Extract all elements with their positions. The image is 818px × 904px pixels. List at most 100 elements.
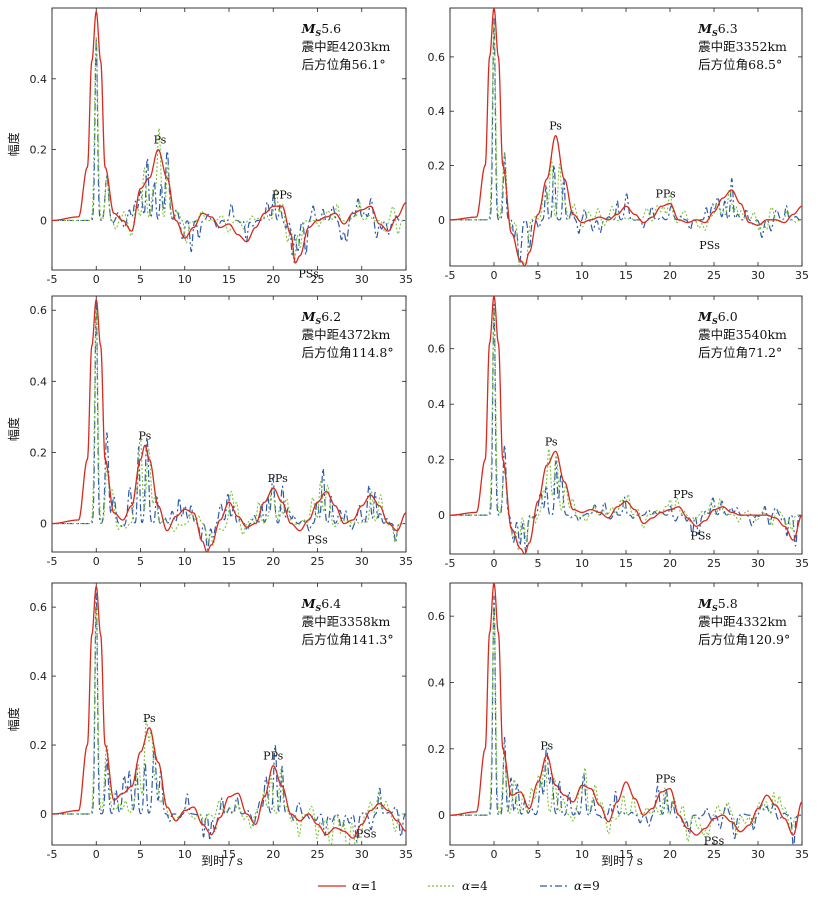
panel-5: -5 0 5 10 15 20 25 30 35 0 0.2 0.4 0.6 幅度 Ps PPs PSs MS6.… xyxy=(6,582,413,861)
phase-label-ps: Ps xyxy=(139,429,152,442)
x-tick-label: 5 xyxy=(137,555,144,568)
phase-label-ps: Ps xyxy=(154,134,167,147)
y-tick-label: 0.2 xyxy=(428,160,446,173)
x-tick-label: 5 xyxy=(137,273,144,286)
phase-label-pps: PPs xyxy=(656,188,677,201)
phase-label-pps: PPs xyxy=(272,189,293,202)
x-tick-label: 0 xyxy=(93,848,100,861)
x-tick-label: 30 xyxy=(355,273,369,286)
back-azimuth: 后方位角68.5° xyxy=(698,57,782,72)
y-tick-label: 0.6 xyxy=(30,304,48,317)
x-tick-label: 30 xyxy=(751,557,765,570)
x-tick-label: 10 xyxy=(575,557,589,570)
y-tick-label: 0 xyxy=(438,214,445,227)
phase-label-pss: PSs xyxy=(356,827,377,840)
magnitude-label: MS6.4 xyxy=(301,596,342,613)
y-tick-label: 0 xyxy=(438,509,445,522)
x-tick-label: 15 xyxy=(619,557,633,570)
phase-label-pss: PSs xyxy=(307,534,328,547)
back-azimuth: 后方位角56.1° xyxy=(302,57,386,72)
x-tick-label: 20 xyxy=(266,848,280,861)
series-alpha-4 xyxy=(52,309,406,546)
x-tick-label: -5 xyxy=(47,555,58,568)
phase-label-pss: PSs xyxy=(704,835,725,848)
panel-1: -5 0 5 10 15 20 25 30 35 0 0.2 0.4 幅度 Ps PPs PSs MS5.6震中… xyxy=(6,7,413,286)
panel-6: -5 0 5 10 15 20 25 30 35 0 0.2 0.4 0.6 Ps PPs PSs MS5.8震… xyxy=(428,582,809,861)
x-tick-label: 35 xyxy=(399,555,413,568)
magnitude-label: MS6.0 xyxy=(697,309,738,326)
x-tick-label: 15 xyxy=(222,555,236,568)
series-alpha-1 xyxy=(52,585,406,839)
series-alpha-1 xyxy=(52,10,406,264)
x-tick-label: 35 xyxy=(399,848,413,861)
phase-label-pss: PSs xyxy=(298,268,319,281)
phase-label-ps: Ps xyxy=(143,712,156,725)
x-tick-label: 5 xyxy=(535,269,542,282)
y-tick-label: 0.4 xyxy=(30,670,48,683)
series-alpha-4 xyxy=(450,309,802,551)
x-tick-label: 25 xyxy=(311,273,325,286)
y-tick-label: 0 xyxy=(40,518,47,531)
x-tick-label: 10 xyxy=(575,848,589,861)
x-tick-label: -5 xyxy=(47,273,58,286)
y-tick-label: 0 xyxy=(40,808,47,821)
epicentral-distance: 震中距4332km xyxy=(698,614,787,629)
phase-label-pss: PSs xyxy=(691,529,712,542)
series-alpha-1 xyxy=(52,298,406,552)
phase-label-ps: Ps xyxy=(549,120,562,133)
phase-label-ps: Ps xyxy=(540,739,553,752)
x-tick-label: 15 xyxy=(222,848,236,861)
y-axis-label: 幅度 xyxy=(6,417,21,441)
series-alpha-1 xyxy=(450,296,802,554)
panels: -5 0 5 10 15 20 25 30 35 0 0.2 0.4 幅度 Ps PPs PSs MS5.6 震中… xyxy=(6,7,809,861)
x-tick-label: 5 xyxy=(535,848,542,861)
series-alpha-9 xyxy=(52,302,406,551)
epicentral-distance: 震中距4372km xyxy=(302,327,391,342)
y-tick-label: 0.2 xyxy=(428,743,446,756)
magnitude-label: MS5.6 xyxy=(301,21,342,38)
y-tick-label: 0.6 xyxy=(428,51,446,64)
panel-4: -5 0 5 10 15 20 25 30 35 0 0.2 0.4 0.6 Ps PPs PSs MS6.0震… xyxy=(428,295,809,570)
y-tick-label: 0.6 xyxy=(30,601,48,614)
back-azimuth: 后方位角71.2° xyxy=(698,345,782,360)
x-tick-label: 30 xyxy=(751,269,765,282)
x-tick-label: 25 xyxy=(707,557,721,570)
y-tick-label: 0.4 xyxy=(30,375,48,388)
x-axis-label-left: 到时 / s xyxy=(201,854,243,868)
x-tick-label: 5 xyxy=(137,848,144,861)
x-tick-label: 20 xyxy=(266,555,280,568)
x-tick-label: 10 xyxy=(178,555,192,568)
x-tick-label: 35 xyxy=(795,848,809,861)
panel-2: -5 0 5 10 15 20 25 30 35 0 0.2 0.4 0.6 Ps PPs PSs MS6.3震… xyxy=(428,7,809,282)
x-tick-label: 25 xyxy=(311,555,325,568)
back-azimuth: 后方位角114.8° xyxy=(302,345,394,360)
legend-label: α=1 xyxy=(352,879,378,893)
series-group xyxy=(450,583,802,845)
phase-label-ps: Ps xyxy=(545,435,558,448)
series-group xyxy=(52,298,406,552)
x-tick-label: 20 xyxy=(663,848,677,861)
y-tick-label: 0.4 xyxy=(428,398,446,411)
x-tick-label: 30 xyxy=(751,848,765,861)
y-tick-label: 0.2 xyxy=(428,454,446,467)
y-tick-label: 0.2 xyxy=(30,446,48,459)
x-tick-label: -5 xyxy=(47,848,58,861)
x-tick-label: 35 xyxy=(795,269,809,282)
legend-label: α=9 xyxy=(574,879,600,893)
x-tick-label: 0 xyxy=(93,273,100,286)
magnitude-label: MS5.8 xyxy=(697,596,738,613)
series-group xyxy=(450,8,802,266)
x-tick-label: 15 xyxy=(222,273,236,286)
x-tick-label: 20 xyxy=(663,269,677,282)
y-tick-label: 0 xyxy=(40,214,47,227)
panel-3: -5 0 5 10 15 20 25 30 35 0 0.2 0.4 0.6 幅度 Ps PPs PSs MS6.… xyxy=(6,295,413,568)
epicentral-distance: 震中距3358km xyxy=(302,614,391,629)
x-tick-label: 25 xyxy=(707,269,721,282)
x-tick-label: 20 xyxy=(266,273,280,286)
x-tick-label: 0 xyxy=(491,848,498,861)
x-tick-label: 35 xyxy=(795,557,809,570)
series-alpha-9 xyxy=(450,18,802,264)
y-tick-label: 0.4 xyxy=(30,73,48,86)
x-tick-label: 30 xyxy=(355,848,369,861)
x-tick-label: 0 xyxy=(491,557,498,570)
